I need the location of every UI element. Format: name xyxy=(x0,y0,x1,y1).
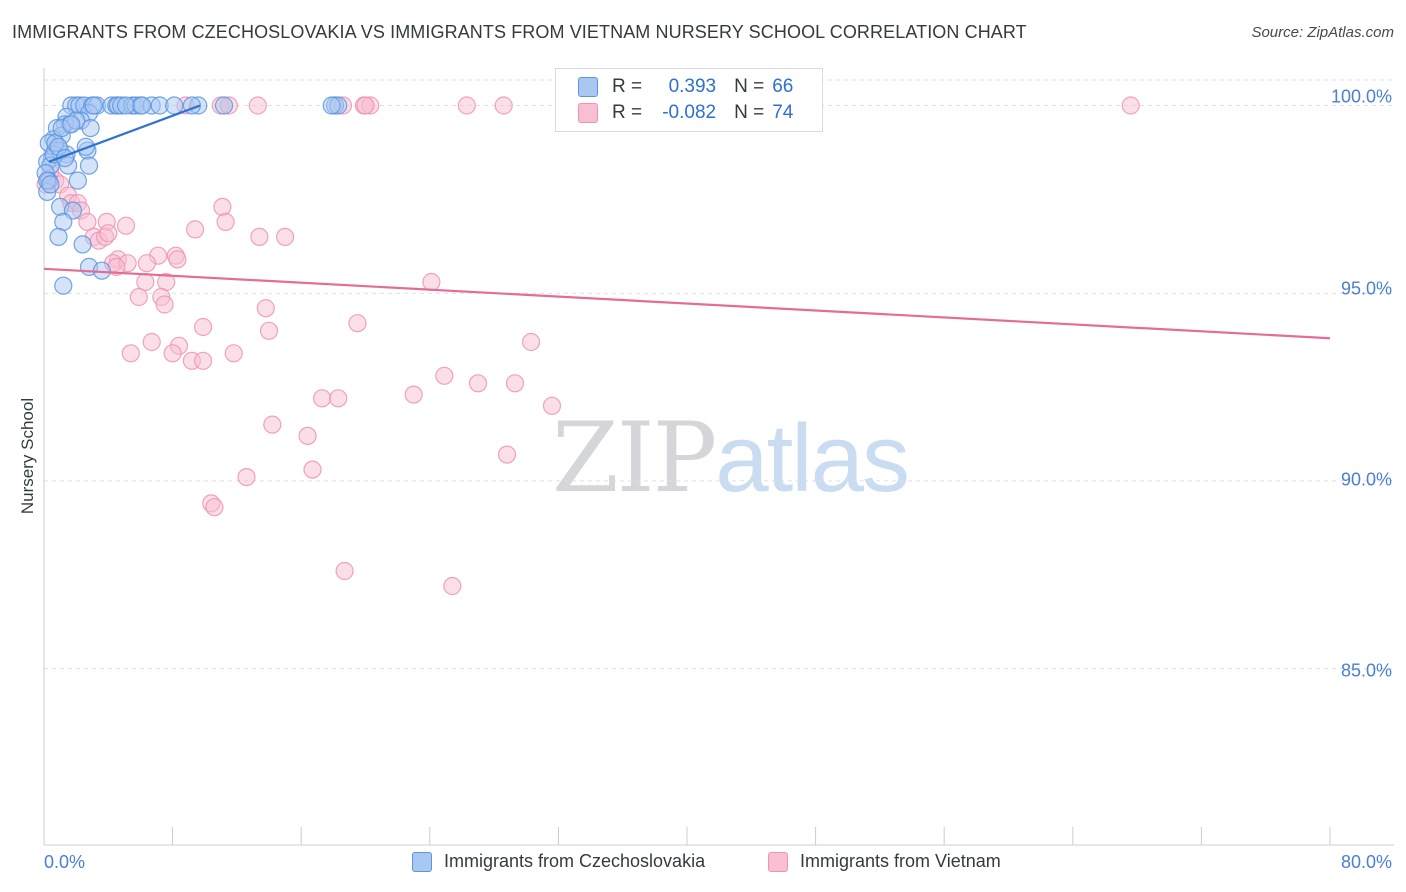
legend-row-vietnam: R = -0.082 N = 74 xyxy=(578,101,793,125)
data-point-vietnam xyxy=(216,212,235,231)
data-point-czechoslovakia xyxy=(322,96,341,115)
data-point-vietnam xyxy=(263,415,282,434)
correlation-legend: R = 0.393 N = 66 R = -0.082 N = 74 xyxy=(555,68,823,132)
zipatlas-watermark: ZIPatlas xyxy=(552,402,910,514)
data-point-vietnam xyxy=(99,224,118,243)
data-point-czechoslovakia xyxy=(214,96,234,115)
data-point-czechoslovakia xyxy=(76,137,95,156)
legend-row-czechoslovakia: R = 0.393 N = 66 xyxy=(578,75,793,99)
n-value-vietnam: 74 xyxy=(772,102,794,123)
data-point-czechoslovakia xyxy=(62,115,81,134)
n-value-czechoslovakia: 66 xyxy=(772,76,794,97)
data-point-vietnam xyxy=(213,197,232,216)
data-point-vietnam xyxy=(142,332,161,352)
r-value-vietnam: -0.082 xyxy=(662,102,717,123)
data-point-vietnam xyxy=(521,332,541,352)
data-point-czechoslovakia xyxy=(81,119,100,138)
trend-line-vietnam xyxy=(43,267,1331,340)
data-point-vietnam xyxy=(116,216,136,235)
data-point-vietnam xyxy=(435,366,454,385)
data-point-vietnam xyxy=(186,220,205,239)
data-point-vietnam xyxy=(443,576,462,596)
data-point-vietnam xyxy=(129,287,148,307)
data-point-vietnam xyxy=(329,389,348,408)
data-point-vietnam xyxy=(121,344,140,363)
data-point-vietnam xyxy=(256,299,275,318)
y-tick-label-85: 85.0% xyxy=(1340,660,1392,681)
data-point-vietnam xyxy=(422,272,441,292)
data-point-czechoslovakia xyxy=(54,276,73,295)
data-point-vietnam xyxy=(259,321,279,340)
vietnam-legend-label: Immigrants from Vietnam xyxy=(800,851,1001,871)
data-point-vietnam xyxy=(137,254,156,273)
data-point-vietnam xyxy=(542,396,562,415)
data-point-vietnam xyxy=(194,351,213,370)
data-point-czechoslovakia xyxy=(165,96,184,115)
x-tick-label-80: 80.0% xyxy=(1340,852,1392,872)
data-point-vietnam xyxy=(205,498,224,517)
y-tick-label-100: 100.0% xyxy=(1330,86,1392,107)
n-label: N = xyxy=(734,76,765,97)
data-point-czechoslovakia xyxy=(84,96,103,115)
r-label: R = xyxy=(612,76,643,97)
data-point-vietnam xyxy=(494,96,513,115)
data-point-vietnam xyxy=(457,96,476,115)
y-tick-label-90: 90.0% xyxy=(1340,469,1392,490)
data-point-vietnam xyxy=(250,227,269,246)
bottom-legend-vietnam[interactable]: Immigrants from Vietnam xyxy=(768,851,1001,872)
czechoslovakia-legend-swatch xyxy=(412,851,432,872)
data-point-czechoslovakia xyxy=(133,96,152,115)
data-point-vietnam xyxy=(78,212,97,231)
chart-title: IMMIGRANTS FROM CZECHOSLOVAKIA VS IMMIGR… xyxy=(12,22,1027,42)
data-point-vietnam xyxy=(313,389,332,408)
data-point-vietnam xyxy=(505,374,525,393)
data-point-vietnam xyxy=(163,344,182,363)
data-point-vietnam xyxy=(1121,96,1140,115)
vietnam-legend-swatch xyxy=(768,851,788,872)
y-axis-label: Nursery School xyxy=(18,397,37,515)
data-point-czechoslovakia xyxy=(116,96,136,115)
data-point-vietnam xyxy=(335,561,354,581)
data-point-vietnam xyxy=(497,445,517,464)
data-point-vietnam xyxy=(237,468,256,487)
watermark-atlas: atlas xyxy=(715,405,910,512)
data-point-vietnam xyxy=(194,317,213,337)
data-point-czechoslovakia xyxy=(79,156,99,175)
data-point-vietnam xyxy=(356,96,375,115)
trend-line-czechoslovakia xyxy=(48,104,201,163)
data-point-czechoslovakia xyxy=(41,175,60,194)
x-tick-label-0: 0.0% xyxy=(44,852,86,872)
data-point-czechoslovakia xyxy=(73,235,92,254)
data-point-vietnam xyxy=(348,314,367,333)
data-point-vietnam xyxy=(224,344,243,363)
data-point-vietnam xyxy=(298,426,317,445)
data-point-vietnam xyxy=(155,295,174,314)
czechoslovakia-swatch xyxy=(578,77,598,97)
n-label: N = xyxy=(734,102,765,123)
watermark-zip: ZIP xyxy=(552,402,717,514)
source-credit: Source: ZipAtlas.com xyxy=(1251,24,1394,41)
r-value-czechoslovakia: 0.393 xyxy=(668,76,717,97)
y-tick-label-95: 95.0% xyxy=(1340,278,1392,299)
data-point-vietnam xyxy=(404,385,423,404)
data-point-vietnam xyxy=(276,227,295,246)
data-point-vietnam xyxy=(248,96,267,115)
vietnam-swatch xyxy=(578,103,598,123)
data-point-vietnam xyxy=(303,460,322,479)
r-label: R = xyxy=(612,102,643,123)
data-point-czechoslovakia xyxy=(49,227,68,246)
data-point-vietnam xyxy=(468,374,488,393)
czechoslovakia-legend-label: Immigrants from Czechoslovakia xyxy=(444,851,706,871)
data-point-czechoslovakia xyxy=(54,212,73,231)
data-point-vietnam xyxy=(168,250,187,269)
data-point-czechoslovakia xyxy=(68,171,87,190)
bottom-legend-czechoslovakia[interactable]: Immigrants from Czechoslovakia xyxy=(412,851,705,872)
